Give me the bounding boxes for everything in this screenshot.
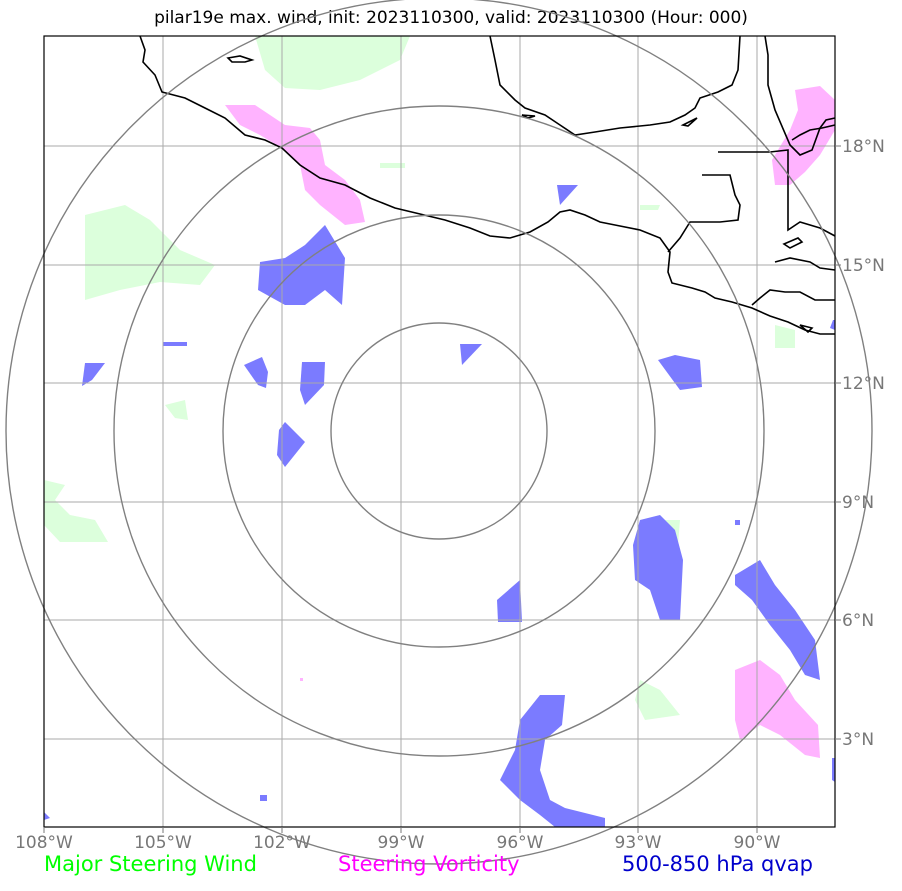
- tick-marks: [43, 145, 841, 833]
- pacific-coastline: [139, 35, 835, 335]
- border-line: [774, 257, 836, 271]
- qvap-patch: [658, 355, 702, 390]
- border-line: [791, 124, 836, 141]
- vorticity-patch: [300, 678, 303, 681]
- island: [226, 55, 255, 63]
- qvap-patch: [244, 357, 268, 388]
- qvap-patch: [82, 363, 105, 386]
- lon-label: 99°W: [378, 833, 425, 853]
- lon-label: 102°W: [253, 833, 311, 853]
- wind-patch: [165, 400, 188, 420]
- border-line: [667, 174, 741, 253]
- qvap-patch: [460, 344, 482, 365]
- wind-patch: [380, 163, 405, 168]
- lat-label: 3°N: [842, 730, 874, 750]
- border-line: [751, 289, 835, 306]
- gulf-coastline: [489, 35, 741, 136]
- distance-rings: [5, 0, 873, 865]
- coastlines: [139, 35, 836, 335]
- qvap-patch: [500, 695, 605, 827]
- island: [521, 114, 536, 119]
- lon-label: 96°W: [497, 833, 544, 853]
- qvap-patch: [633, 515, 683, 620]
- legend-steering-wind: Major Steering Wind: [44, 852, 257, 876]
- island: [799, 324, 814, 334]
- lat-label: 12°N: [842, 374, 885, 394]
- qvap-patch: [735, 520, 740, 525]
- qvap-patch: [277, 422, 305, 467]
- lon-label: 90°W: [734, 833, 781, 853]
- wind-patch: [44, 480, 108, 542]
- range-ring: [330, 322, 548, 540]
- qvap-patch: [44, 812, 50, 820]
- map-title: pilar19e max. wind, init: 2023110300, va…: [154, 8, 748, 28]
- lat-label: 9°N: [842, 493, 874, 513]
- lat-label: 6°N: [842, 611, 874, 631]
- qvap-patch: [497, 580, 522, 622]
- range-ring: [5, 0, 873, 865]
- plot-background: [44, 36, 835, 827]
- qvap-patch: [832, 758, 835, 782]
- range-ring: [222, 214, 656, 648]
- qvap-patch: [163, 342, 187, 346]
- graticule: [44, 36, 835, 827]
- vorticity-patch: [225, 105, 365, 225]
- peninsula-coast: [764, 35, 836, 156]
- wind-patch: [640, 205, 660, 210]
- legend-steering-vorticity: Steering Vorticity: [338, 852, 520, 876]
- latitude-labels: 18°N 15°N 12°N 9°N 6°N 3°N: [842, 137, 885, 750]
- plot-frame: [43, 35, 836, 828]
- island: [680, 117, 698, 127]
- vorticity-patch: [735, 660, 820, 758]
- plot-area: [5, 0, 873, 865]
- wind-patch: [85, 205, 215, 300]
- lon-label: 93°W: [615, 833, 662, 853]
- lat-label: 18°N: [842, 137, 885, 157]
- lon-label: 108°W: [15, 833, 73, 853]
- wind-patch: [775, 325, 795, 348]
- wind-patch: [255, 36, 410, 90]
- longitude-labels: 108°W 105°W 102°W 99°W 96°W 93°W 90°W: [15, 833, 781, 853]
- wind-patch: [635, 680, 680, 720]
- lon-label: 105°W: [134, 833, 192, 853]
- qvap-patch: [557, 185, 578, 205]
- legend-qvap: 500-850 hPa qvap: [622, 852, 813, 876]
- qvap-patch: [260, 795, 267, 801]
- range-ring: [113, 105, 765, 757]
- lat-label: 15°N: [842, 256, 885, 276]
- qvap-patch: [830, 320, 835, 330]
- island: [782, 237, 804, 249]
